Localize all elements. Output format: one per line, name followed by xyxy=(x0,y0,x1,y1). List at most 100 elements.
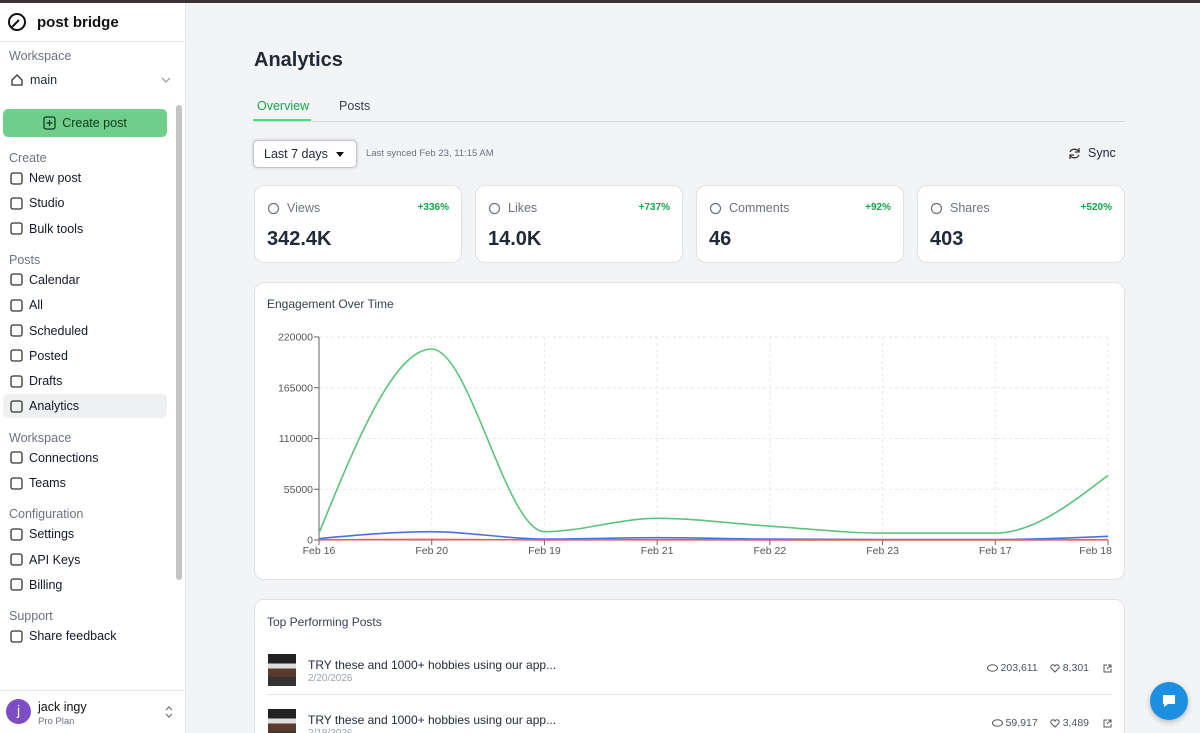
chat-button[interactable] xyxy=(1150,682,1188,720)
user-footer[interactable]: j jack ingy Pro Plan xyxy=(0,690,185,733)
icon-shape xyxy=(10,273,23,287)
workspace-name: main xyxy=(30,73,58,87)
nav-item[interactable]: Bulk tools xyxy=(3,217,167,241)
stat-card: Shares +520% 403 xyxy=(917,185,1125,263)
nav-item-label: Studio xyxy=(29,196,65,211)
thumbnail xyxy=(268,654,296,686)
x-tick-label: Feb 19 xyxy=(528,545,561,557)
icon-shape xyxy=(10,528,23,541)
section-title: Support xyxy=(9,609,53,624)
tab-indicator xyxy=(253,119,311,121)
stat-value: 342.4K xyxy=(267,228,332,250)
icon-shape xyxy=(10,374,23,388)
nav-item[interactable]: Teams xyxy=(3,471,167,495)
icon-shape xyxy=(930,202,943,214)
top-posts-card: Top Performing Posts TRY these and 1000+… xyxy=(254,599,1125,733)
range-label: Last 7 days xyxy=(264,147,328,161)
tab-divider xyxy=(254,121,1125,122)
nav-item[interactable]: Billing xyxy=(3,573,167,597)
nav-item[interactable]: Scheduled xyxy=(3,319,167,343)
nav-icon xyxy=(10,171,23,185)
nav-icon xyxy=(10,400,23,413)
section-title: Create xyxy=(9,151,47,165)
nav-item[interactable]: All xyxy=(3,293,167,317)
tab-posts[interactable]: Posts xyxy=(339,99,371,113)
top-posts-title: Top Performing Posts xyxy=(267,615,382,629)
nav-item-label: Teams xyxy=(29,476,66,490)
post-text: TRY these and 1000+ hobbies using our ap… xyxy=(308,658,557,672)
series-line xyxy=(318,348,1109,534)
sync-button[interactable]: Sync xyxy=(1068,146,1116,160)
expand-icon xyxy=(165,706,173,718)
section-title: Workspace xyxy=(9,430,72,445)
icon-shape xyxy=(709,202,722,214)
x-tick-label: Feb 23 xyxy=(866,545,899,557)
nav-item[interactable]: Connections xyxy=(3,446,167,470)
nav-icon xyxy=(10,222,23,235)
nav-item-label: Calendar xyxy=(29,272,80,287)
synced-text: Last synced Feb 23, 11:15 AM xyxy=(366,148,494,159)
sync-label: Sync xyxy=(1088,146,1116,160)
stat-label-row: Comments xyxy=(709,201,789,215)
tab-overview[interactable]: Overview xyxy=(257,99,310,113)
workspace-select[interactable]: main xyxy=(3,69,173,91)
nav-item-label: Share feedback xyxy=(29,629,117,644)
post-views: 59,917 xyxy=(1005,717,1038,729)
post-date: 2/20/2026 xyxy=(308,673,353,684)
stat-icon xyxy=(930,202,943,214)
section-title: Configuration xyxy=(9,507,84,522)
nav-icon xyxy=(10,299,23,312)
nav-item-label: Posted xyxy=(29,348,68,363)
likes-icon xyxy=(1049,718,1060,728)
likes-icon xyxy=(1049,663,1060,673)
nav-icon xyxy=(10,374,23,388)
series-line xyxy=(318,538,1109,541)
icon-shape xyxy=(1103,719,1112,727)
nav-icon xyxy=(10,528,23,541)
stat-card: Views +336% 342.4K xyxy=(254,185,462,263)
icon-shape xyxy=(10,349,23,362)
chart: 0 55000 110000 165000 220000 Feb 16 Feb 20 Feb … xyxy=(278,332,1112,558)
icon-shape xyxy=(1049,718,1060,728)
post-row[interactable]: TRY these and 1000+ hobbies using our ap… xyxy=(267,648,1112,698)
icon-shape xyxy=(10,324,23,337)
icon-shape xyxy=(991,719,1003,727)
user-plan: Pro Plan xyxy=(38,716,75,727)
open-icon xyxy=(1103,719,1112,727)
icon-shape xyxy=(986,664,998,672)
nav-item[interactable]: Analytics xyxy=(3,394,167,419)
y-tick-label: 165000 xyxy=(278,382,313,394)
stat-card: Comments +92% 46 xyxy=(696,185,904,263)
chevron xyxy=(161,77,171,83)
stat-card: Likes +737% 14.0K xyxy=(475,185,683,263)
page-title: Analytics xyxy=(254,49,343,71)
stat-label-row: Views xyxy=(267,201,320,215)
chat-icon xyxy=(1163,695,1175,707)
stat-label: Views xyxy=(287,201,321,215)
create-post-button[interactable]: Create post xyxy=(3,109,167,137)
post-metrics: 203,611 8,301 xyxy=(986,662,1112,674)
nav-item[interactable]: Studio xyxy=(3,191,167,215)
nav-item[interactable]: Share feedback xyxy=(3,624,167,648)
divider xyxy=(0,41,185,42)
nav-item[interactable]: Drafts xyxy=(3,369,167,393)
icon-shape xyxy=(10,222,23,235)
icon-shape xyxy=(488,202,501,214)
nav-icon xyxy=(10,324,23,337)
range-select[interactable]: Last 7 days xyxy=(253,140,357,168)
icon-shape xyxy=(10,476,23,490)
nav-item[interactable]: API Keys xyxy=(3,548,167,572)
post-row[interactable]: TRY these and 1000+ hobbies using our ap… xyxy=(267,703,1112,733)
nav-item[interactable]: Posted xyxy=(3,344,167,368)
stat-icon xyxy=(488,202,501,214)
nav-item[interactable]: New post xyxy=(3,166,167,190)
section-title: Posts xyxy=(9,252,41,267)
thumbnail xyxy=(268,709,296,733)
nav-item-label: All xyxy=(29,298,43,313)
icon-shape xyxy=(10,400,23,413)
nav-item[interactable]: Settings xyxy=(3,522,167,546)
create-post-label: Create post xyxy=(62,116,127,130)
nav-item[interactable]: Calendar xyxy=(3,268,167,292)
nav-icon xyxy=(10,451,23,464)
